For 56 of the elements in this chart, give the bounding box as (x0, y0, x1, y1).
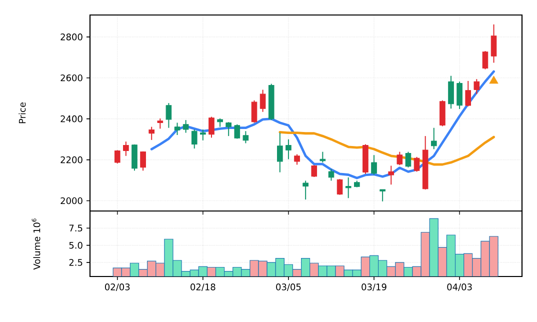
candlestick (208, 116, 214, 138)
candlestick (148, 126, 154, 140)
candlestick (182, 120, 189, 134)
candlestick (490, 24, 497, 64)
candlestick (311, 164, 318, 178)
candlestick (166, 102, 172, 128)
y-tick-label: 2800 (60, 34, 82, 40)
candlestick (336, 178, 343, 196)
y-tick-label: 2400 (60, 115, 82, 122)
y-tick-label: 7.5 (69, 224, 82, 232)
candlestick (388, 165, 394, 186)
candlestick (234, 124, 240, 140)
candlestick (174, 122, 180, 136)
candlestick (405, 151, 412, 168)
y-tick-label: 2.5 (69, 259, 82, 266)
candlestick (396, 151, 403, 166)
candlestick (277, 132, 283, 173)
candlestick (242, 130, 249, 144)
candlestick (482, 50, 488, 70)
candlestick (114, 150, 120, 164)
candlestick (294, 154, 300, 166)
candlestick (191, 128, 198, 150)
line-series (278, 130, 495, 166)
candlestick (380, 188, 386, 202)
x-tick-label: 03/05 (276, 284, 301, 292)
x-tick-label: 02/18 (190, 284, 216, 292)
candlestick (132, 144, 138, 172)
candlestick (123, 141, 129, 156)
candlestick (448, 75, 454, 110)
candlestick (371, 154, 377, 176)
candlestick (226, 122, 232, 137)
candlestick (465, 80, 472, 107)
x-tick-label: 02/03 (105, 284, 130, 292)
candlestick (302, 180, 308, 200)
candlestick (320, 151, 326, 163)
y-tick-label: 5.0 (69, 242, 82, 249)
candlestick (260, 89, 266, 112)
y-tick-label: 2000 (60, 197, 82, 204)
candlestick (286, 138, 292, 160)
y-tick-label: 2200 (60, 156, 82, 164)
y-axis-title: Volume 10$^{6}$ (32, 218, 40, 270)
candlestick (456, 81, 462, 110)
candlestick (328, 168, 334, 182)
x-tick-label: 03/19 (362, 284, 386, 292)
y-tick-label: 2600 (60, 74, 82, 82)
candlestick (345, 176, 352, 199)
candlestick (414, 156, 420, 172)
candlestick (140, 150, 146, 172)
candlestick (474, 78, 480, 95)
candlestick (200, 128, 206, 141)
candlestick (157, 118, 164, 130)
x-tick-label: 04/03 (447, 284, 472, 292)
candlestick (430, 127, 437, 150)
candlestick (440, 100, 446, 127)
candlestick (251, 100, 258, 124)
y-axis-title: Price (18, 102, 26, 124)
